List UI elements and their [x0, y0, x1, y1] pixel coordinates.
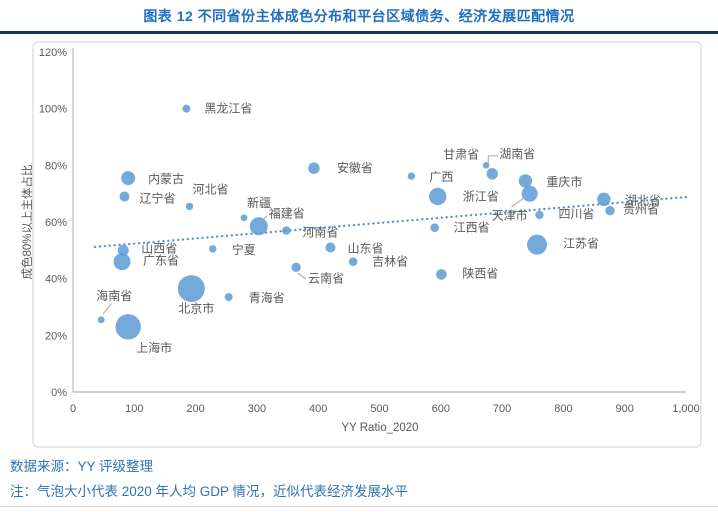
data-label-海南省: 海南省: [96, 288, 132, 303]
data-label-河北省: 河北省: [192, 182, 228, 196]
y-tick-label: 40%: [45, 274, 67, 286]
trendline: [93, 195, 688, 249]
data-bubble-北京市: [177, 275, 205, 303]
x-tick-label: 200: [186, 403, 204, 415]
y-axis-title: 成色80%以上主体占比: [20, 164, 34, 279]
data-label-天津市: 天津市: [492, 208, 528, 223]
data-bubble-江西省: [430, 223, 439, 232]
data-label-河南省: 河南省: [302, 225, 338, 240]
y-tick-label: 0%: [51, 387, 67, 399]
data-bubble-河北省: [185, 202, 194, 211]
leader-line-湖南省: [487, 155, 499, 167]
x-tick-label: 600: [432, 403, 450, 415]
x-tick-label: 0: [70, 403, 76, 415]
data-bubble-河南省: [282, 226, 291, 235]
data-label-黑龙江省: 黑龙江省: [204, 102, 252, 116]
data-label-重庆市: 重庆市: [546, 174, 582, 189]
x-tick-label: 800: [554, 403, 572, 415]
data-label-福建省: 福建省: [269, 205, 305, 220]
data-label-山东省: 山东省: [347, 242, 383, 256]
data-label-湖南省: 湖南省: [499, 146, 535, 161]
leader-line-云南省: [297, 272, 307, 280]
data-label-江苏省: 江苏省: [563, 237, 599, 251]
data-label-内蒙古: 内蒙古: [148, 171, 184, 186]
x-tick-label: 400: [309, 403, 327, 415]
x-tick-label: 1,000: [672, 403, 700, 415]
plot-border: [32, 41, 702, 448]
x-tick-label: 500: [370, 403, 388, 415]
data-bubble-广西: [407, 172, 416, 180]
data-label-北京市: 北京市: [178, 301, 214, 316]
data-bubble-海南省: [97, 316, 105, 324]
bottom-divider: [0, 506, 718, 507]
data-bubble-广东省: [113, 253, 131, 271]
data-label-宁夏: 宁夏: [232, 242, 256, 257]
y-tick-label: 60%: [45, 217, 67, 229]
data-source-note: 数据来源：YY 评级整理: [10, 459, 154, 474]
data-bubble-宁夏: [209, 245, 217, 253]
data-bubble-安徽省: [308, 162, 320, 174]
data-label-浙江省: 浙江省: [463, 190, 499, 204]
data-label-江西省: 江西省: [454, 221, 490, 235]
data-bubble-云南省: [291, 262, 301, 273]
y-tick-label: 120%: [39, 47, 67, 59]
leader-line-天津市: [511, 196, 526, 208]
data-label-四川省: 四川省: [558, 207, 594, 221]
y-tick-label: 100%: [39, 104, 67, 116]
data-label-陕西省: 陕西省: [462, 265, 498, 280]
data-label-上海市: 上海市: [136, 340, 172, 355]
data-label-山西省: 山西省: [141, 241, 177, 255]
data-bubble-上海市: [115, 314, 141, 340]
data-bubble-青海省: [224, 293, 233, 302]
data-bubble-贵州省: [605, 205, 615, 216]
data-label-甘肃省: 甘肃省: [443, 147, 479, 161]
data-label-辽宁省: 辽宁省: [139, 191, 175, 206]
data-bubble-内蒙古: [121, 171, 136, 186]
bubble-size-note: 注：气泡大小代表 2020 年人均 GDP 情况，近似代表经济发展水平: [10, 484, 409, 499]
data-bubble-新疆: [240, 214, 248, 222]
data-label-青海省: 青海省: [249, 290, 285, 305]
data-bubble-江苏省: [527, 234, 548, 255]
data-label-广西: 广西: [429, 170, 453, 184]
data-label-广东省: 广东省: [143, 254, 179, 268]
x-axis-title: YY Ratio_2020: [341, 422, 418, 434]
data-bubble-辽宁省: [119, 191, 130, 202]
x-tick-label: 300: [248, 403, 266, 415]
y-tick-label: 80%: [45, 160, 67, 172]
x-tick-label: 100: [125, 403, 143, 415]
leader-line-海南省: [102, 303, 112, 315]
y-tick-label: 20%: [45, 330, 67, 342]
data-bubble-陕西省: [436, 269, 447, 280]
data-label-云南省: 云南省: [308, 270, 344, 285]
data-bubble-浙江省: [429, 187, 447, 206]
x-tick-label: 700: [493, 403, 511, 415]
x-tick-label: 900: [616, 403, 634, 415]
data-label-新疆: 新疆: [247, 195, 271, 210]
data-bubble-吉林省: [348, 257, 358, 266]
chart-title: 图表 12 不同省份主体成色分布和平台区域债务、经济发展匹配情况: [143, 8, 575, 24]
title-divider: [0, 31, 718, 34]
data-label-贵州省: 贵州省: [623, 203, 659, 217]
data-bubble-天津市: [521, 185, 538, 202]
data-bubble-四川省: [535, 210, 544, 220]
leader-line-福建省: [259, 215, 268, 223]
data-label-安徽省: 安徽省: [337, 160, 373, 175]
data-bubble-黑龙江省: [182, 104, 191, 113]
data-bubble-湖南省: [486, 168, 498, 180]
data-bubble-重庆市: [518, 174, 533, 188]
data-bubble-山东省: [325, 242, 336, 253]
data-bubble-湖北省: [597, 192, 611, 207]
data-label-吉林省: 吉林省: [372, 255, 408, 269]
data-bubble-福建省: [249, 217, 268, 236]
data-bubble-山西省: [117, 244, 129, 256]
data-label-湖北省: 湖北省: [625, 192, 661, 207]
